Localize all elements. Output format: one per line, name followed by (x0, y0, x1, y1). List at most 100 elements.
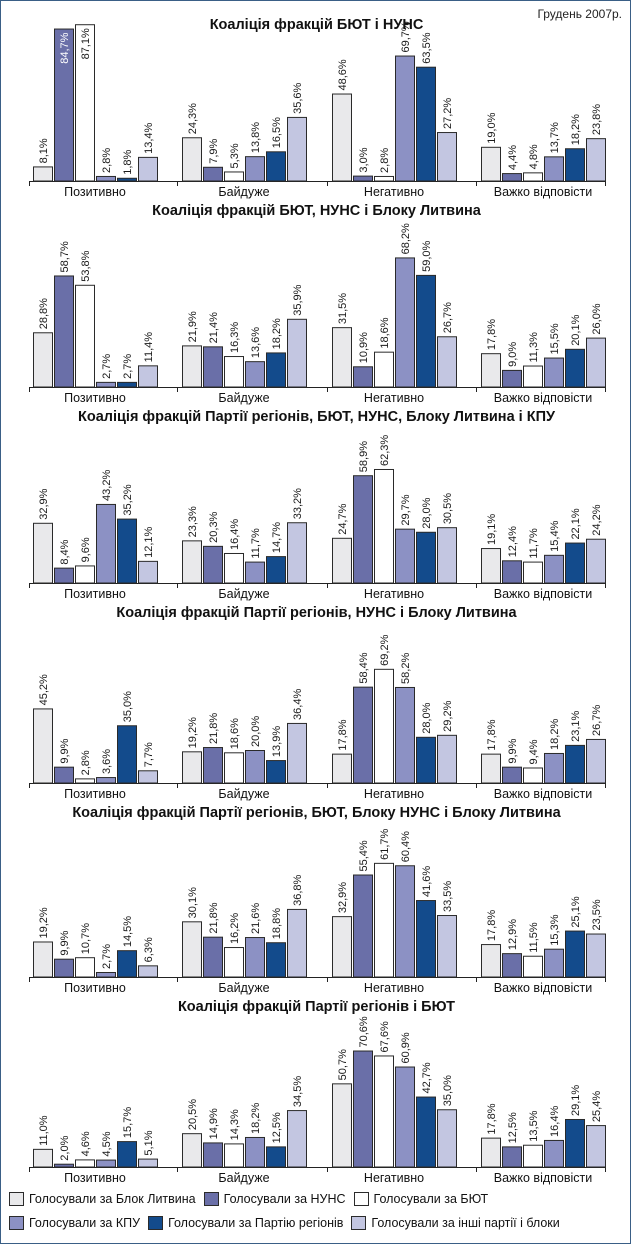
data-label: 24,2% (591, 504, 603, 535)
legend-item: Голосували за КПУ (9, 1216, 140, 1230)
bar (481, 353, 501, 388)
data-label: 25,1% (570, 896, 582, 927)
bar (332, 1083, 352, 1168)
bar-plot: 19,2% 30,1% 32,9% 17,8% 9,9% 21,8% 55,4% 12,9% 1… (29, 828, 606, 995)
bar (266, 760, 286, 784)
bar-plot: 28,8% 21,9% 31,5% 17,8% 58,7% 21,4% 10,9% 9,0% 5… (29, 223, 606, 405)
bar-plot: 11,0% 20,5% 50,7% 17,8% 2,0% 14,9% 70,6% 12,5% 4… (29, 1016, 606, 1185)
data-label: 4,4% (507, 145, 519, 170)
bar (565, 744, 585, 784)
bar (245, 1136, 265, 1168)
bar (437, 336, 457, 388)
data-label: 31,5% (337, 293, 349, 324)
data-label: 55,4% (358, 840, 370, 871)
bar (481, 753, 501, 784)
legend-swatch (148, 1216, 164, 1230)
data-label: 9,6% (80, 537, 92, 562)
bar (287, 318, 307, 388)
bar (266, 352, 286, 388)
data-label: 17,8% (486, 910, 498, 941)
bar (224, 552, 244, 584)
bar (266, 556, 286, 584)
bar (437, 734, 457, 784)
panel-title: Коаліція фракцій Партії регіонів, БЮТ, Н… (77, 409, 556, 425)
data-label: 3,6% (101, 749, 113, 774)
bar (332, 753, 352, 784)
bar (374, 862, 394, 978)
category-label: Важко відповісти (494, 391, 593, 405)
bar (353, 1050, 373, 1168)
bar (353, 475, 373, 584)
data-label: 2,0% (59, 1135, 71, 1160)
bar-plot: 45,2% 19,2% 17,8% 17,8% 9,9% 21,8% 58,4% 9,9% 2,… (29, 634, 606, 801)
data-label: 13,8% (250, 122, 262, 153)
bar (586, 738, 606, 784)
data-label: 60,4% (400, 831, 412, 862)
bar (586, 538, 606, 584)
data-label: 53,8% (80, 250, 92, 281)
chart-panel-4: Коаліція фракцій Партії регіонів, НУНС і… (1, 603, 630, 803)
data-label: 84,7% (59, 32, 71, 63)
category-label: Байдуже (218, 185, 269, 199)
bar (224, 752, 244, 784)
bar (287, 116, 307, 182)
data-label: 13,4% (143, 122, 155, 153)
bar (353, 366, 373, 388)
data-label: 11,0% (38, 1115, 50, 1146)
bar (182, 921, 202, 978)
data-label: 14,7% (271, 522, 283, 553)
bar (586, 1125, 606, 1168)
date-label: Грудень 2007р. (537, 7, 622, 21)
data-label: 42,7% (421, 1062, 433, 1093)
data-label: 17,8% (486, 719, 498, 750)
bar (75, 24, 95, 182)
bar (332, 93, 352, 182)
category-label: Важко відповісти (494, 787, 593, 801)
legend-item: Голосували за Партію регіонів (148, 1216, 343, 1230)
bar (523, 172, 543, 182)
data-label: 69,7% (400, 21, 412, 52)
data-label: 19,0% (486, 112, 498, 143)
data-label: 67,6% (379, 1021, 391, 1052)
bar (586, 337, 606, 388)
data-label: 16,2% (229, 913, 241, 944)
data-label: 12,9% (507, 919, 519, 950)
bar (203, 346, 223, 388)
data-label: 9,9% (507, 738, 519, 763)
category-label: Позитивно (64, 391, 126, 405)
bar (54, 766, 74, 784)
bar (203, 747, 223, 784)
bar (523, 561, 543, 584)
bar (437, 915, 457, 978)
data-label: 15,7% (122, 1107, 134, 1138)
bar (416, 274, 436, 388)
bar (416, 531, 436, 584)
legend-item: Голосували за НУНС (203, 1192, 346, 1206)
data-label: 15,3% (549, 914, 561, 945)
data-label: 21,9% (187, 311, 199, 342)
bar (374, 351, 394, 388)
legend-item: Голосували за інші партії і блоки (351, 1216, 560, 1230)
bar (138, 156, 158, 182)
data-label: 23,5% (591, 899, 603, 930)
bar (395, 1066, 415, 1168)
bar (416, 66, 436, 182)
data-label: 20,5% (187, 1099, 199, 1130)
bar (182, 345, 202, 388)
bar (586, 933, 606, 978)
bar (502, 560, 522, 584)
data-label: 4,8% (528, 144, 540, 169)
category-label: Байдуже (218, 787, 269, 801)
data-label: 11,5% (528, 922, 540, 953)
bar (481, 944, 501, 978)
data-label: 10,9% (358, 332, 370, 363)
data-label: 60,9% (400, 1032, 412, 1063)
category-label: Байдуже (218, 981, 269, 995)
category-label: Позитивно (64, 981, 126, 995)
data-label: 18,2% (250, 1103, 262, 1134)
data-label: 26,0% (591, 303, 603, 334)
data-label: 23,8% (591, 104, 603, 135)
category-label: Важко відповісти (494, 1171, 593, 1185)
bar (182, 751, 202, 784)
bar (75, 778, 95, 784)
